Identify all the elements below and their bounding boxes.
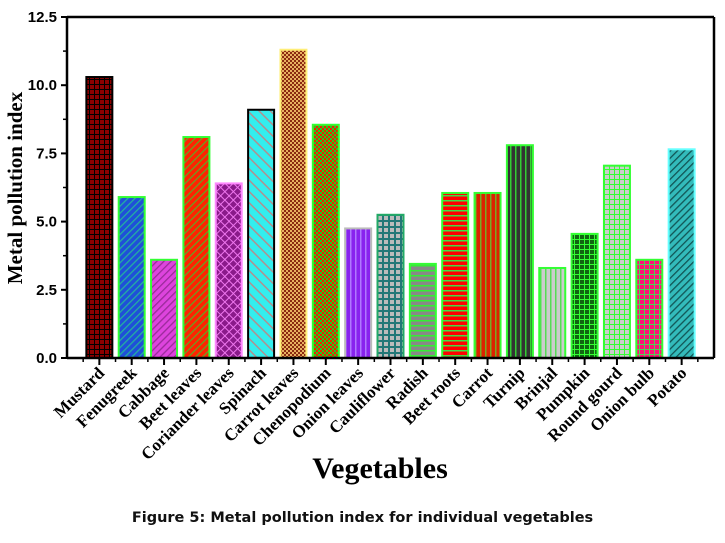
y-tick-label: 12.5 bbox=[28, 9, 57, 26]
bar-potato bbox=[667, 148, 696, 359]
y-ticks-group: 0.0 2.5 5.0 7.5 10.0 12.5 bbox=[28, 9, 67, 367]
y-tick-label: 5.0 bbox=[36, 214, 57, 231]
bar-pumpkin bbox=[570, 232, 599, 360]
y-tick-label: 7.5 bbox=[36, 145, 57, 162]
x-axis-title: Vegetables bbox=[312, 452, 448, 485]
bar-cauliflower bbox=[376, 213, 405, 359]
bar-carrot bbox=[473, 191, 502, 359]
bar-onion-leaves bbox=[344, 227, 373, 359]
bar-beet-roots bbox=[441, 191, 470, 359]
figure-caption: Figure 5: Metal pollution index for indi… bbox=[131, 510, 594, 526]
bar-carrot-leaves bbox=[279, 48, 308, 360]
bar-coriander-leaves bbox=[214, 182, 243, 359]
y-tick-label: 10.0 bbox=[28, 77, 57, 94]
bar-onion-bulb bbox=[635, 258, 664, 359]
bar-chenopodium bbox=[311, 123, 340, 359]
bar-chart: 0.0 2.5 5.0 7.5 10.0 12.5 MustardFenugreekCab… bbox=[3, 9, 716, 485]
bar-fenugreek bbox=[117, 196, 146, 359]
bar-beet-leaves bbox=[182, 136, 211, 359]
y-tick-label: 2.5 bbox=[36, 282, 57, 299]
bar-brinjal bbox=[538, 266, 567, 360]
bar-turnip bbox=[505, 144, 534, 359]
bars-group bbox=[85, 48, 696, 360]
y-axis-title: Metal pollution index bbox=[3, 91, 27, 284]
bar-spinach bbox=[247, 108, 276, 359]
y-tick-label: 0.0 bbox=[36, 350, 57, 367]
bar-cabbage bbox=[150, 258, 179, 359]
bar-round-gourd bbox=[602, 164, 631, 359]
bar-radish bbox=[408, 262, 437, 359]
bar-mustard bbox=[85, 76, 114, 360]
